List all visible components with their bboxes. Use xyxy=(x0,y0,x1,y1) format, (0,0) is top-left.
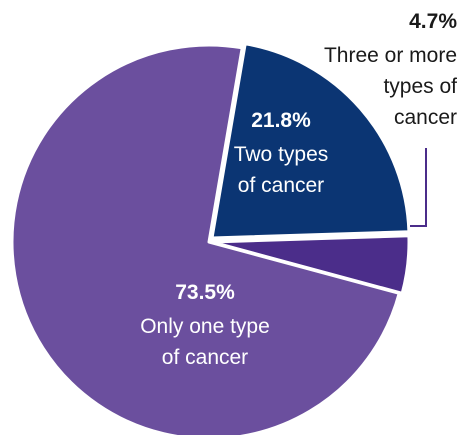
data-label-two-types-text: of cancer xyxy=(238,174,324,197)
data-label-only-one-type-text: Only one type xyxy=(140,315,270,338)
data-label-three-or-more-text: types of xyxy=(383,75,457,98)
pie-slice-two-types xyxy=(210,42,411,240)
data-label-three-or-more-text: cancer xyxy=(394,106,457,129)
data-label-only-one-type-value: 73.5% xyxy=(175,281,235,304)
data-label-two-types-value: 21.8% xyxy=(251,109,311,132)
data-label-only-one-type-text: of cancer xyxy=(162,346,248,369)
pie-slices xyxy=(10,42,411,435)
data-label-two-types-text: Two types xyxy=(234,143,329,166)
leader-line-three-or-more xyxy=(410,148,427,227)
pie-labels: 73.5% Only one type of cancer 21.8% Two type… xyxy=(140,10,457,369)
pie-slice-three-or-more xyxy=(210,234,411,295)
data-label-three-or-more-text: Three or more xyxy=(324,44,457,67)
data-label-three-or-more-value: 4.7% xyxy=(409,10,457,33)
pie-slice-only-one-type xyxy=(10,43,401,435)
